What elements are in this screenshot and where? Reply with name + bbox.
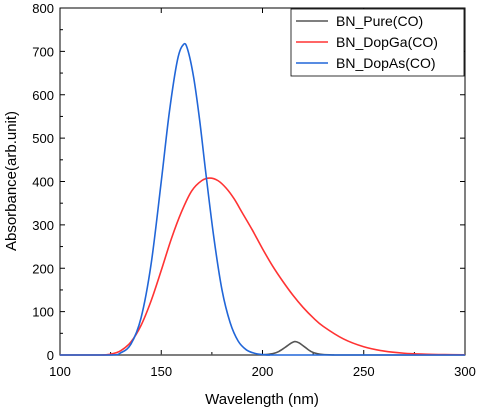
y-tick-label: 800 <box>32 1 54 16</box>
y-tick-label: 300 <box>32 218 54 233</box>
legend-label: BN_DopAs(CO) <box>336 55 436 71</box>
legend: BN_Pure(CO) BN_DopGa(CO) BN_DopAs(CO) <box>290 8 465 77</box>
x-tick-label: 200 <box>252 364 274 379</box>
legend-label: BN_Pure(CO) <box>336 13 423 29</box>
y-tick-label: 600 <box>32 88 54 103</box>
series-layer <box>60 42 466 356</box>
x-axis: 100 150 200 250 300 <box>49 8 476 379</box>
x-axis-label: Wavelength (nm) <box>205 391 319 408</box>
y-tick-label: 700 <box>32 44 54 59</box>
x-tick-label: 250 <box>353 364 375 379</box>
y-tick-label: 200 <box>32 261 54 276</box>
x-tick-label: 150 <box>150 364 172 379</box>
y-tick-label: 100 <box>32 305 54 320</box>
legend-label: BN_DopGa(CO) <box>336 34 438 50</box>
x-tick-label: 300 <box>454 364 476 379</box>
y-tick-label: 400 <box>32 175 54 190</box>
series-line-2 <box>60 177 466 356</box>
y-tick-label: 0 <box>47 348 54 363</box>
y-axis: 0 100 200 300 400 500 600 700 800 <box>32 1 465 363</box>
y-tick-label: 500 <box>32 131 54 146</box>
series-line-3 <box>60 42 465 356</box>
y-axis-label: Absorbance(arb.unit) <box>3 111 20 251</box>
x-tick-label: 100 <box>49 364 71 379</box>
